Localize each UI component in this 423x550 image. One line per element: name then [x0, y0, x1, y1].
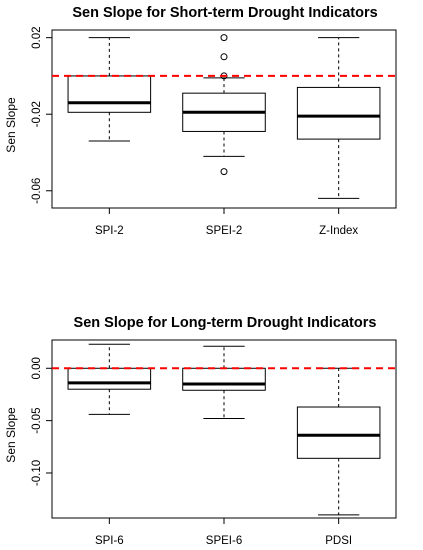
y-tick-labels: 0.00 -0.05 -0.10 — [31, 357, 43, 486]
y-axis-label: Sen Slope — [4, 97, 18, 153]
y-tick-label: -0.05 — [31, 408, 43, 434]
y-axis-label: Sen Slope — [4, 407, 18, 463]
box-spi-2 — [67, 37, 152, 142]
box-z-index — [296, 37, 381, 199]
y-tick-label: -0.02 — [31, 101, 43, 127]
y-tick-label: 0.02 — [31, 26, 43, 48]
x-tick-label: Z-Index — [319, 225, 358, 237]
y-tick-labels: 0.02 -0.02 -0.06 — [31, 26, 43, 203]
box-spi-6 — [67, 343, 152, 415]
x-tick-label: SPI-2 — [95, 225, 124, 237]
x-tick-label: SPEI-6 — [206, 535, 242, 547]
box-spei-6 — [182, 345, 266, 420]
y-tick-label: 0.00 — [31, 357, 43, 379]
y-tick-label: -0.10 — [31, 460, 43, 486]
iqr-box — [296, 86, 381, 140]
x-tick-label: SPEI-2 — [206, 225, 242, 237]
chart-title: Sen Slope for Short-term Drought Indicat… — [72, 5, 377, 21]
chart-title: Sen Slope for Long-term Drought Indicato… — [74, 315, 377, 331]
box-pdsi — [296, 367, 381, 516]
iqr-box — [67, 75, 152, 113]
outlier-point — [220, 34, 228, 42]
long-term-boxplot-chart: Sen Slope for Long-term Drought Indicato… — [4, 315, 397, 547]
box-spei-2 — [182, 34, 266, 176]
x-tick-labels: SPI-2 SPEI-2 Z-Index — [95, 225, 358, 237]
outlier-point — [220, 53, 228, 61]
y-tick-label: -0.06 — [31, 178, 43, 204]
iqr-box — [296, 406, 381, 459]
x-tick-label: PDSI — [325, 535, 352, 547]
short-term-boxplot-chart: Sen Slope for Short-term Drought Indicat… — [4, 5, 397, 237]
iqr-box — [67, 367, 152, 390]
x-tick-labels: SPI-6 SPEI-6 PDSI — [95, 535, 352, 547]
x-tick-label: SPI-6 — [95, 535, 124, 547]
iqr-box — [182, 367, 266, 391]
outlier-point — [220, 168, 228, 176]
